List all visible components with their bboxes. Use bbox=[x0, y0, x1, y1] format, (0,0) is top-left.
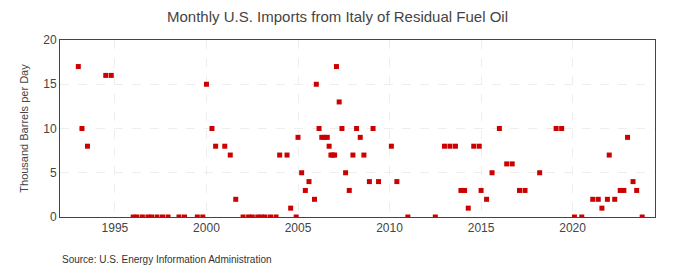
svg-text:15: 15 bbox=[43, 77, 57, 91]
svg-text:Thousand Barrels per Day: Thousand Barrels per Day bbox=[18, 64, 30, 193]
svg-text:5: 5 bbox=[50, 166, 57, 180]
svg-text:2005: 2005 bbox=[285, 221, 312, 235]
svg-text:Monthly U.S. Imports from Ital: Monthly U.S. Imports from Italy of Resid… bbox=[167, 8, 508, 25]
svg-text:Source: U.S. Energy Informatio: Source: U.S. Energy Information Administ… bbox=[62, 254, 272, 265]
svg-text:2020: 2020 bbox=[559, 221, 586, 235]
svg-text:20: 20 bbox=[43, 33, 57, 47]
svg-text:2015: 2015 bbox=[468, 221, 495, 235]
svg-text:1995: 1995 bbox=[102, 221, 129, 235]
svg-text:2000: 2000 bbox=[193, 221, 220, 235]
svg-text:0: 0 bbox=[50, 210, 57, 224]
svg-text:10: 10 bbox=[43, 122, 57, 136]
svg-text:2010: 2010 bbox=[376, 221, 403, 235]
